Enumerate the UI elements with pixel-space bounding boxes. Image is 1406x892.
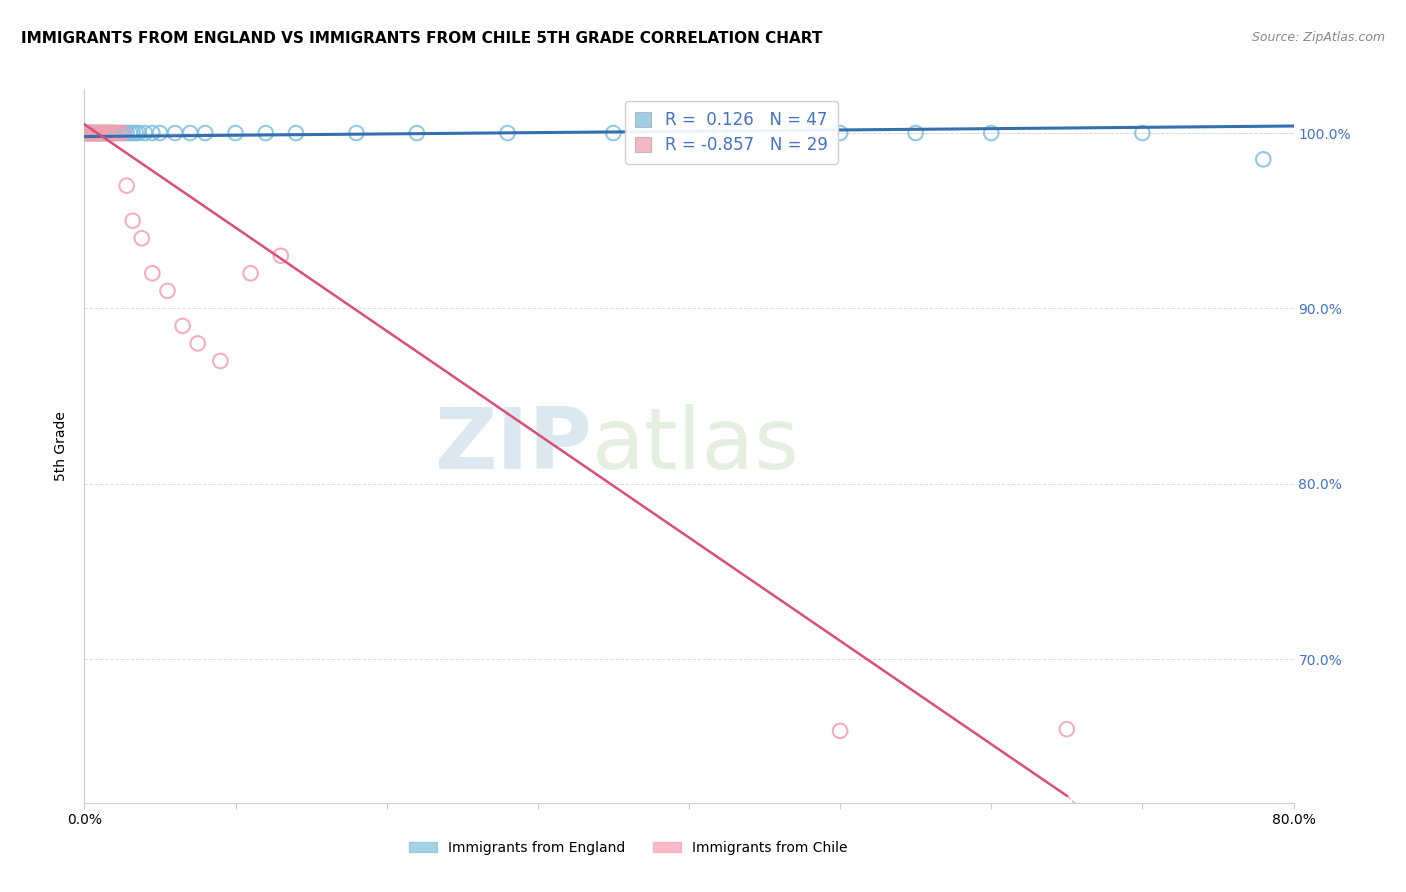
Point: [75, 126, 97, 140]
Point: [980, 126, 1002, 140]
Point: [96, 126, 118, 140]
Point: [76, 126, 98, 140]
Point: [82, 126, 104, 140]
Point: [830, 723, 852, 738]
Point: [86, 126, 108, 140]
Point: [254, 126, 277, 140]
Point: [156, 284, 179, 298]
Text: IMMIGRANTS FROM ENGLAND VS IMMIGRANTS FROM CHILE 5TH GRADE CORRELATION CHART: IMMIGRANTS FROM ENGLAND VS IMMIGRANTS FR…: [21, 31, 823, 46]
Point: [141, 126, 163, 140]
Point: [115, 126, 138, 140]
Point: [87, 126, 110, 140]
Point: [87, 126, 110, 140]
Point: [121, 126, 143, 140]
Point: [86, 126, 108, 140]
Point: [100, 126, 122, 140]
Point: [128, 126, 150, 140]
Point: [91, 126, 114, 140]
Point: [709, 126, 731, 140]
Point: [79, 126, 101, 140]
Text: Source: ZipAtlas.com: Source: ZipAtlas.com: [1251, 31, 1385, 45]
Point: [285, 126, 308, 140]
Point: [80, 126, 103, 140]
Point: [107, 126, 129, 140]
Point: [1253, 153, 1275, 167]
Point: [75, 126, 97, 140]
Point: [131, 231, 153, 245]
Point: [115, 178, 138, 193]
Point: [406, 126, 429, 140]
Point: [496, 126, 519, 140]
Point: [80, 126, 103, 140]
Point: [77, 126, 100, 140]
Point: [97, 126, 120, 140]
Point: [225, 126, 247, 140]
Point: [134, 126, 156, 140]
Point: [179, 126, 201, 140]
Point: [111, 126, 134, 140]
Legend: R =  0.126   N = 47, R = -0.857   N = 29: R = 0.126 N = 47, R = -0.857 N = 29: [624, 101, 838, 164]
Point: [110, 126, 132, 140]
Point: [1056, 722, 1078, 736]
Point: [82, 126, 104, 140]
Point: [121, 213, 143, 227]
Point: [76, 126, 98, 140]
Point: [94, 126, 117, 140]
Point: [104, 126, 127, 140]
Point: [79, 126, 101, 140]
Y-axis label: 5th Grade: 5th Grade: [55, 411, 69, 481]
Point: [165, 126, 187, 140]
Point: [100, 126, 122, 140]
Point: [101, 126, 124, 140]
Point: [90, 126, 112, 140]
Text: ZIP: ZIP: [434, 404, 592, 488]
Point: [93, 126, 115, 140]
Point: [112, 126, 135, 140]
Text: atlas: atlas: [592, 404, 800, 488]
Point: [194, 126, 217, 140]
Point: [89, 126, 111, 140]
Point: [98, 126, 121, 140]
Point: [602, 126, 624, 140]
Point: [94, 126, 117, 140]
Point: [84, 126, 107, 140]
Point: [172, 318, 194, 333]
Point: [187, 336, 209, 351]
Point: [904, 126, 927, 140]
Point: [125, 126, 148, 140]
Point: [1130, 126, 1153, 140]
Point: [89, 126, 111, 140]
Point: [149, 126, 172, 140]
Point: [97, 126, 120, 140]
Point: [77, 126, 100, 140]
Point: [141, 266, 163, 280]
Point: [270, 249, 292, 263]
Point: [104, 126, 127, 140]
Point: [830, 126, 852, 140]
Point: [107, 126, 129, 140]
Point: [346, 126, 368, 140]
Point: [239, 266, 262, 280]
Point: [209, 354, 232, 368]
Point: [91, 126, 114, 140]
Point: [118, 126, 141, 140]
Point: [84, 126, 107, 140]
